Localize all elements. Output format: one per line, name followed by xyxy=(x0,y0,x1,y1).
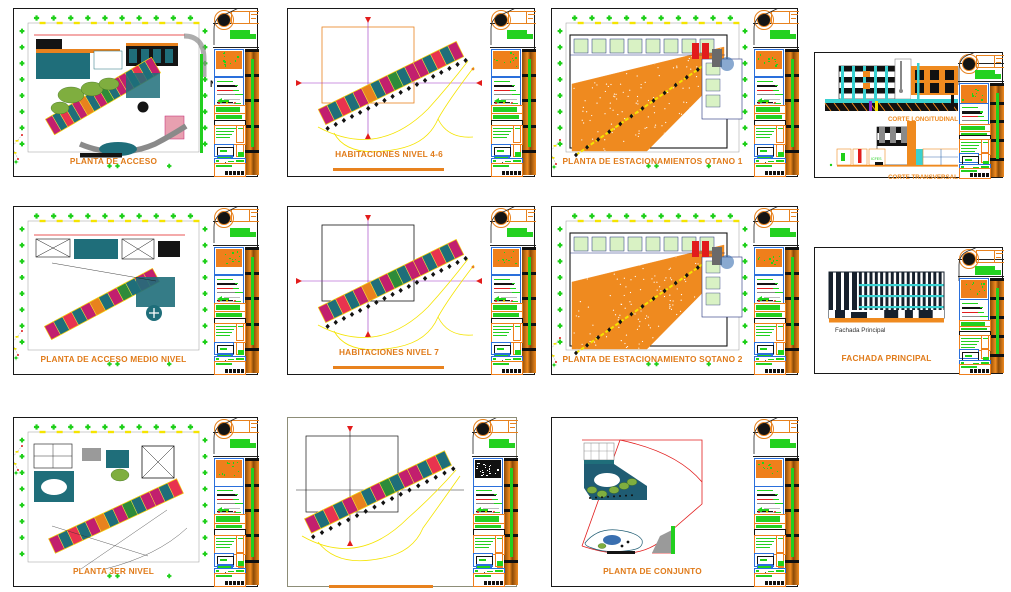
svg-text:ICFES: ICFES xyxy=(871,157,882,161)
svg-text:Fachada Principal: Fachada Principal xyxy=(835,327,885,334)
svg-text:CORTE LONGITUDINAL: CORTE LONGITUDINAL xyxy=(888,116,958,123)
svg-text:CORTE TRANSVERSAL: CORTE TRANSVERSAL xyxy=(888,174,958,179)
